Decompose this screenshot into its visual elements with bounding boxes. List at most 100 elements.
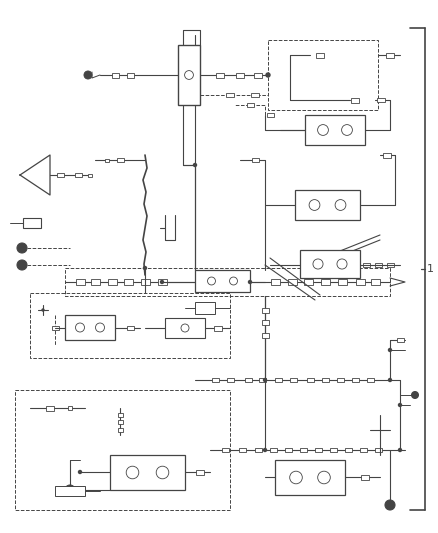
Bar — [226, 93, 234, 97]
Bar — [117, 428, 123, 432]
Circle shape — [389, 349, 392, 351]
Bar — [88, 174, 92, 176]
Bar — [261, 319, 268, 325]
Bar — [52, 326, 59, 330]
Bar — [212, 378, 219, 382]
Bar — [107, 279, 117, 285]
Bar — [226, 378, 233, 382]
Bar — [117, 413, 123, 417]
Bar — [275, 460, 345, 495]
Bar — [247, 103, 254, 107]
Circle shape — [160, 280, 163, 284]
Bar — [271, 279, 279, 285]
Bar — [254, 72, 262, 77]
Bar — [165, 318, 205, 338]
Bar — [196, 470, 204, 474]
Bar — [68, 406, 72, 410]
Bar — [251, 93, 259, 97]
Bar — [305, 115, 365, 145]
Circle shape — [385, 500, 395, 510]
Bar — [287, 279, 297, 285]
Bar — [23, 218, 41, 228]
Bar — [396, 338, 403, 342]
Circle shape — [65, 485, 75, 495]
Bar — [352, 378, 358, 382]
Bar — [275, 378, 282, 382]
Bar — [117, 158, 124, 162]
Bar — [295, 190, 360, 220]
Bar — [251, 158, 258, 162]
Bar — [361, 474, 369, 480]
Bar — [244, 378, 251, 382]
Bar — [236, 72, 244, 77]
Bar — [316, 52, 324, 58]
Bar — [329, 448, 336, 452]
Bar — [105, 158, 109, 161]
Text: 1: 1 — [427, 264, 434, 274]
Circle shape — [266, 73, 270, 77]
Bar — [345, 448, 352, 452]
Bar — [239, 448, 246, 452]
Bar — [363, 263, 370, 267]
Circle shape — [42, 309, 44, 311]
Bar — [261, 333, 268, 337]
Bar — [158, 279, 166, 285]
Circle shape — [144, 266, 146, 270]
Circle shape — [84, 71, 92, 79]
Bar — [46, 406, 54, 410]
Bar — [356, 279, 364, 285]
Bar — [117, 420, 123, 424]
Circle shape — [264, 378, 266, 382]
Bar — [127, 326, 134, 330]
Bar — [127, 72, 134, 77]
Bar — [268, 40, 378, 110]
Bar — [360, 448, 367, 452]
Circle shape — [399, 448, 402, 451]
Bar — [374, 263, 381, 267]
Bar — [336, 378, 343, 382]
Bar — [124, 279, 133, 285]
Circle shape — [194, 164, 197, 166]
Circle shape — [399, 403, 402, 407]
Bar — [195, 270, 250, 292]
Bar — [371, 279, 379, 285]
Bar — [195, 302, 215, 314]
Bar — [261, 308, 268, 312]
Bar — [30, 293, 230, 358]
Bar — [258, 378, 265, 382]
Bar — [386, 52, 394, 58]
Bar — [178, 45, 200, 105]
Circle shape — [389, 378, 392, 382]
Circle shape — [78, 471, 81, 473]
Bar — [112, 72, 119, 77]
Bar — [74, 173, 81, 177]
Bar — [222, 448, 229, 452]
Bar — [383, 152, 391, 157]
Bar — [266, 113, 273, 117]
Circle shape — [17, 243, 27, 253]
Circle shape — [264, 448, 266, 451]
Bar — [214, 326, 222, 330]
Bar — [269, 448, 276, 452]
Bar — [300, 448, 307, 452]
Bar — [321, 279, 329, 285]
Bar — [338, 279, 346, 285]
Bar — [65, 268, 390, 296]
Bar — [91, 279, 99, 285]
Bar — [367, 378, 374, 382]
Bar — [55, 486, 85, 496]
Bar — [285, 448, 292, 452]
Bar — [290, 378, 297, 382]
Bar — [386, 263, 393, 267]
Circle shape — [248, 280, 251, 284]
Bar — [216, 72, 224, 77]
Bar — [307, 378, 314, 382]
Bar — [57, 173, 64, 177]
Bar — [304, 279, 312, 285]
Circle shape — [411, 392, 418, 399]
Circle shape — [17, 260, 27, 270]
Bar — [15, 390, 230, 510]
Bar — [300, 250, 360, 278]
Bar — [374, 448, 381, 452]
Bar — [314, 448, 321, 452]
